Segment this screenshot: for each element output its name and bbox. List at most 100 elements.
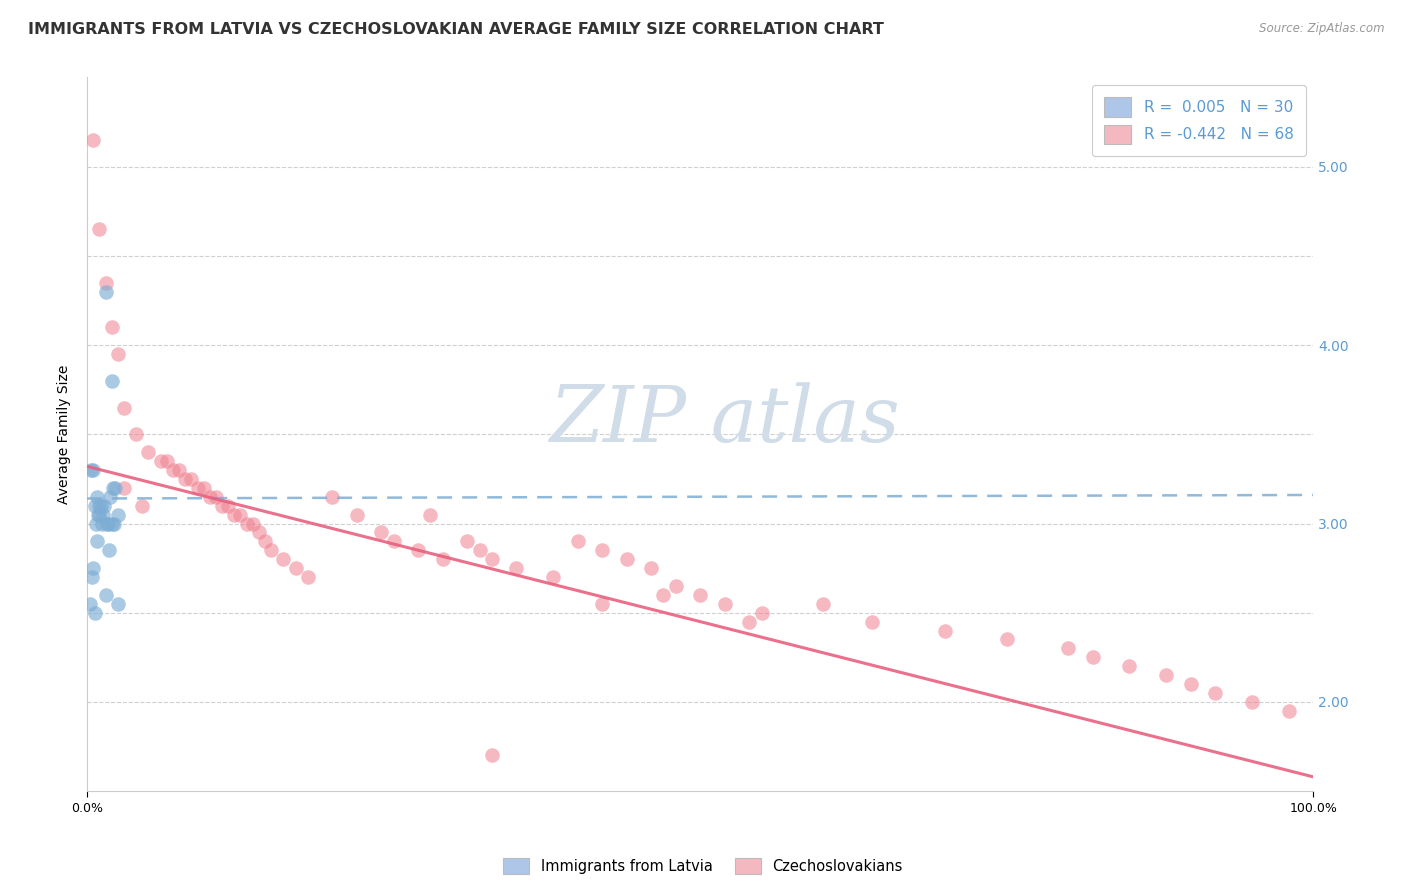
Point bbox=[591, 543, 613, 558]
Point bbox=[86, 534, 108, 549]
Point bbox=[751, 606, 773, 620]
Point bbox=[247, 525, 270, 540]
Point bbox=[1204, 686, 1226, 700]
Point bbox=[591, 597, 613, 611]
Point bbox=[180, 472, 202, 486]
Point bbox=[80, 570, 103, 584]
Point bbox=[89, 222, 111, 236]
Point bbox=[260, 543, 283, 558]
Point bbox=[93, 499, 115, 513]
Point bbox=[811, 597, 834, 611]
Point bbox=[82, 561, 104, 575]
Point bbox=[198, 490, 221, 504]
Point bbox=[84, 516, 107, 531]
Point bbox=[713, 597, 735, 611]
Point bbox=[567, 534, 589, 549]
Point bbox=[284, 561, 307, 575]
Point bbox=[100, 320, 122, 334]
Point bbox=[79, 597, 101, 611]
Point bbox=[1154, 668, 1177, 682]
Point bbox=[83, 499, 105, 513]
Point bbox=[193, 481, 215, 495]
Point bbox=[321, 490, 343, 504]
Point bbox=[91, 508, 114, 522]
Point bbox=[101, 481, 124, 495]
Point bbox=[689, 588, 711, 602]
Point bbox=[100, 374, 122, 388]
Point bbox=[211, 499, 233, 513]
Point bbox=[1118, 659, 1140, 673]
Point bbox=[103, 516, 125, 531]
Point bbox=[995, 632, 1018, 647]
Point bbox=[87, 508, 110, 522]
Point bbox=[89, 499, 111, 513]
Point bbox=[100, 490, 122, 504]
Point bbox=[156, 454, 179, 468]
Point bbox=[89, 508, 111, 522]
Point bbox=[174, 472, 197, 486]
Point bbox=[346, 508, 368, 522]
Point bbox=[432, 552, 454, 566]
Point bbox=[107, 597, 129, 611]
Point bbox=[273, 552, 295, 566]
Point bbox=[382, 534, 405, 549]
Point bbox=[1180, 677, 1202, 691]
Y-axis label: Average Family Size: Average Family Size bbox=[58, 365, 72, 504]
Point bbox=[1081, 650, 1104, 665]
Point bbox=[419, 508, 441, 522]
Point bbox=[112, 401, 135, 415]
Point bbox=[1278, 704, 1301, 718]
Point bbox=[217, 499, 239, 513]
Point bbox=[1057, 641, 1080, 656]
Point bbox=[162, 463, 184, 477]
Point bbox=[104, 481, 127, 495]
Point bbox=[100, 516, 122, 531]
Point bbox=[934, 624, 956, 638]
Point bbox=[456, 534, 478, 549]
Point bbox=[94, 588, 117, 602]
Point bbox=[86, 490, 108, 504]
Legend: R =  0.005   N = 30, R = -0.442   N = 68: R = 0.005 N = 30, R = -0.442 N = 68 bbox=[1091, 85, 1306, 156]
Text: IMMIGRANTS FROM LATVIA VS CZECHOSLOVAKIAN AVERAGE FAMILY SIZE CORRELATION CHART: IMMIGRANTS FROM LATVIA VS CZECHOSLOVAKIA… bbox=[28, 22, 884, 37]
Point bbox=[640, 561, 662, 575]
Point bbox=[82, 463, 104, 477]
Point bbox=[94, 276, 117, 290]
Text: Source: ZipAtlas.com: Source: ZipAtlas.com bbox=[1260, 22, 1385, 36]
Point bbox=[738, 615, 761, 629]
Point bbox=[235, 516, 257, 531]
Point bbox=[167, 463, 190, 477]
Point bbox=[98, 543, 121, 558]
Point bbox=[82, 133, 104, 147]
Point bbox=[1240, 695, 1263, 709]
Point bbox=[96, 516, 118, 531]
Point bbox=[406, 543, 429, 558]
Point bbox=[83, 606, 105, 620]
Point bbox=[90, 499, 112, 513]
Point bbox=[297, 570, 319, 584]
Point bbox=[253, 534, 276, 549]
Point bbox=[112, 481, 135, 495]
Text: ZIP atlas: ZIP atlas bbox=[550, 382, 900, 458]
Point bbox=[94, 285, 117, 299]
Point bbox=[505, 561, 527, 575]
Point bbox=[665, 579, 688, 593]
Point bbox=[205, 490, 228, 504]
Legend: Immigrants from Latvia, Czechoslovakians: Immigrants from Latvia, Czechoslovakians bbox=[498, 852, 908, 880]
Point bbox=[80, 463, 103, 477]
Point bbox=[229, 508, 252, 522]
Point bbox=[616, 552, 638, 566]
Point bbox=[186, 481, 208, 495]
Point bbox=[131, 499, 153, 513]
Point bbox=[90, 516, 112, 531]
Point bbox=[481, 748, 503, 763]
Point bbox=[370, 525, 392, 540]
Point bbox=[97, 516, 120, 531]
Point bbox=[541, 570, 564, 584]
Point bbox=[860, 615, 883, 629]
Point bbox=[652, 588, 675, 602]
Point bbox=[149, 454, 172, 468]
Point bbox=[125, 427, 148, 442]
Point bbox=[242, 516, 264, 531]
Point bbox=[224, 508, 246, 522]
Point bbox=[107, 508, 129, 522]
